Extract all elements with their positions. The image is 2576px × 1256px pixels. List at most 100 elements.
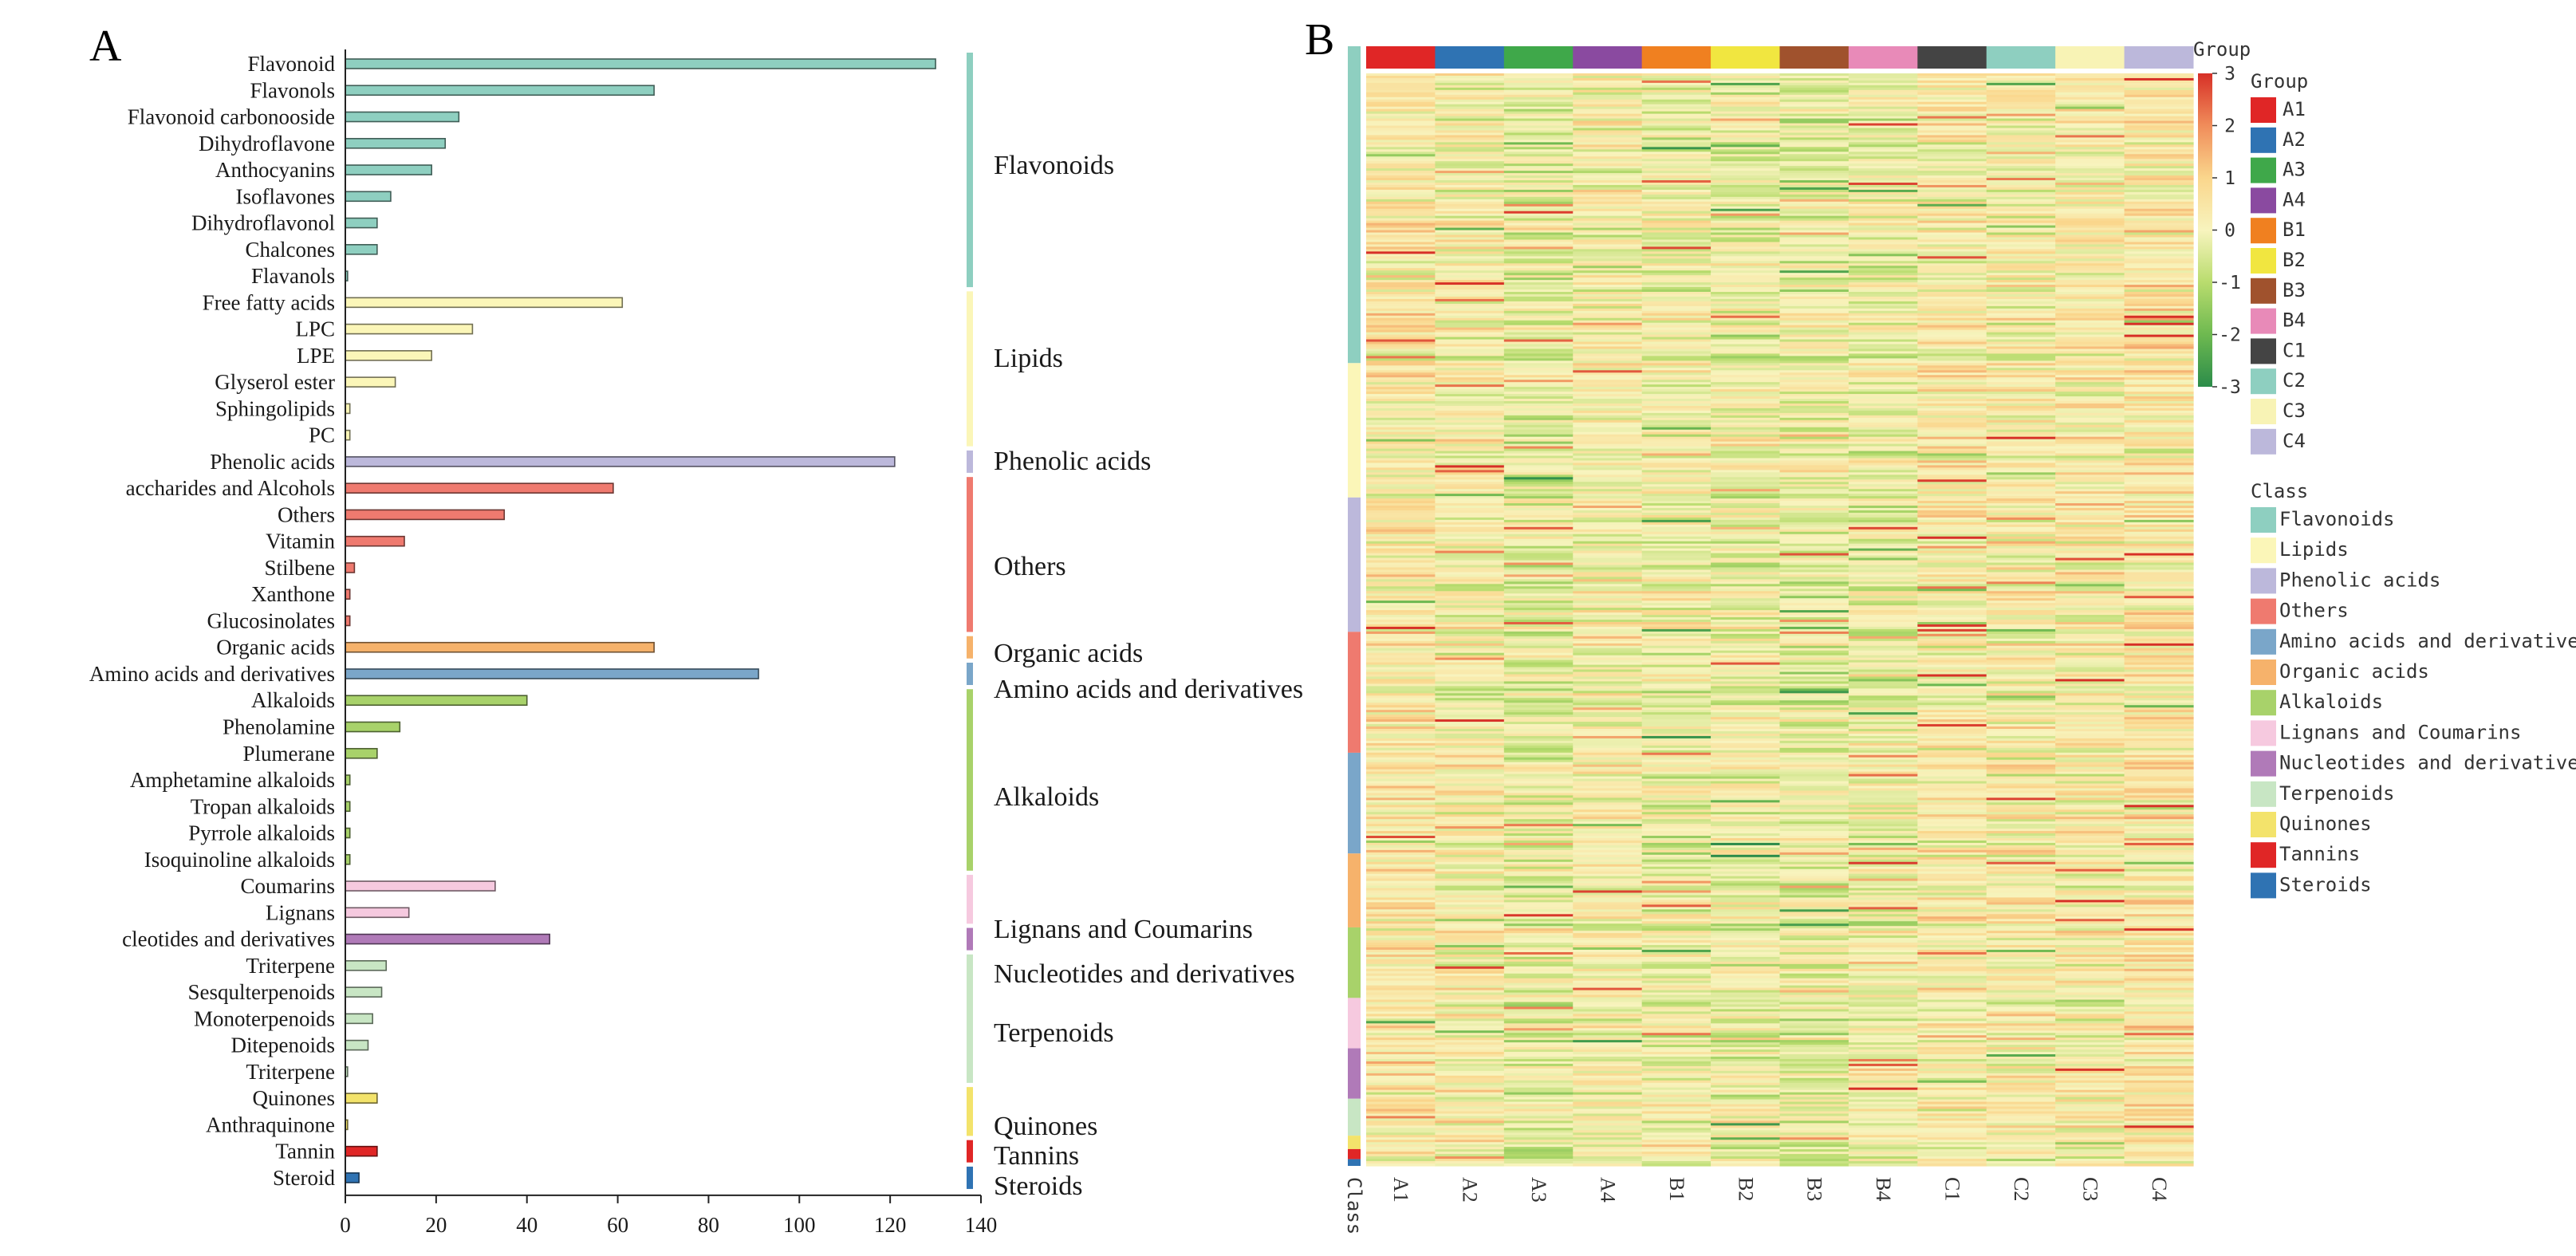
heatmap-cell [1917, 479, 1987, 482]
heatmap-cell [1848, 880, 1918, 884]
heatmap-cell [1779, 895, 1849, 899]
heatmap-cell [1779, 840, 1849, 844]
heatmap-cell [1711, 501, 1781, 504]
heatmap-cell [2124, 926, 2194, 929]
heatmap-cell [1503, 657, 1574, 661]
heatmap-cell [2055, 99, 2125, 103]
heatmap-cell [1779, 130, 1849, 134]
heatmap-cell [1917, 888, 1987, 892]
heatmap-cell [1435, 353, 1505, 357]
heatmap-cell [1711, 674, 1781, 678]
heatmap-cell [1848, 577, 1918, 580]
heatmap-cell [1917, 387, 1987, 390]
heatmap-cell [1435, 178, 1505, 181]
heatmap-cell [1779, 439, 1849, 443]
heatmap-cell [1917, 101, 1987, 105]
heatmap-cell [1917, 795, 1987, 798]
heatmap-cell [1711, 897, 1781, 901]
heatmap-cell [1848, 982, 1918, 986]
heatmap-cell [1573, 337, 1643, 341]
heatmap-cell [2055, 897, 2125, 901]
heatmap-cell [1779, 1021, 1849, 1024]
heatmap-cell [1986, 1004, 2056, 1008]
heatmap-cell [1848, 451, 1918, 455]
heatmap-cell [1641, 337, 1711, 341]
heatmap-cell [1848, 919, 1918, 922]
heatmap-cell [1917, 401, 1987, 404]
heatmap-cell [2055, 947, 2125, 951]
heatmap-cell [1848, 154, 1918, 157]
heatmap-cell [1848, 871, 1918, 875]
heatmap-cell [2055, 320, 2125, 324]
heatmap-cell [1779, 603, 1849, 606]
heatmap-cell [2055, 935, 2125, 939]
heatmap-cell [1503, 287, 1574, 290]
heatmap-cell [1986, 156, 2056, 159]
bar [345, 695, 528, 707]
heatmap-cell [2124, 935, 2194, 939]
heatmap-cell [1366, 633, 1436, 637]
heatmap-cell [1573, 384, 1643, 388]
heatmap-cell [2055, 626, 2125, 630]
heatmap-cell [1848, 358, 1918, 361]
heatmap-cell [2124, 916, 2194, 919]
heatmap-cell [1917, 565, 1987, 569]
heatmap-cell [1848, 484, 1918, 487]
heatmap-cell [1641, 1026, 1711, 1029]
heatmap-cell [2124, 382, 2194, 385]
heatmap-cell [1779, 106, 1849, 110]
heatmap-cell [1779, 615, 1849, 618]
heatmap-cell [1366, 220, 1436, 224]
heatmap-cell [1435, 534, 1505, 537]
heatmap-cell [2124, 477, 2194, 480]
heatmap-cell [1641, 560, 1711, 564]
heatmap-cell [1986, 895, 2056, 899]
heatmap-cell [1779, 116, 1849, 120]
heatmap-cell [1917, 754, 1987, 758]
heatmap-cell [1917, 733, 1987, 737]
heatmap-cell [1986, 171, 2056, 174]
heatmap-cell [1848, 140, 1918, 143]
heatmap-cell [1848, 730, 1918, 734]
heatmap-cell [2055, 873, 2125, 877]
heatmap-cell [2124, 603, 2194, 606]
heatmap-cell [1848, 178, 1918, 181]
heatmap-cell [1641, 612, 1711, 616]
heatmap-cell [2124, 111, 2194, 115]
heatmap-cell [1641, 735, 1711, 739]
heatmap-cell [2055, 790, 2125, 794]
heatmap-cell [1641, 341, 1711, 345]
heatmap-cell [1641, 524, 1711, 528]
heatmap-cell [1917, 724, 1987, 727]
heatmap-cell [1848, 389, 1918, 392]
heatmap-cell [1435, 128, 1505, 132]
heatmap-cell [1573, 161, 1643, 164]
heatmap-cell [1779, 707, 1849, 711]
heatmap-cell [2055, 230, 2125, 234]
heatmap-cell [1573, 631, 1643, 635]
heatmap-cell [1848, 168, 1918, 171]
heatmap-cell [2055, 747, 2125, 751]
heatmap-cell [1986, 280, 2056, 283]
heatmap-cell [2055, 567, 2125, 571]
heatmap-cell [2124, 829, 2194, 832]
heatmap-cell [1711, 529, 1781, 533]
heatmap-cell [1779, 633, 1849, 637]
heatmap-cell [1503, 598, 1574, 601]
heatmap-cell [1779, 838, 1849, 841]
heatmap-cell [1641, 261, 1711, 264]
heatmap-cell [1711, 293, 1781, 297]
heatmap-cell [1435, 370, 1505, 373]
heatmap-cell [1779, 168, 1849, 171]
heatmap-cell [1711, 477, 1781, 480]
heatmap-cell [1366, 422, 1436, 426]
heatmap-cell [1366, 994, 1436, 998]
class-label: Nucleotides and derivatives [994, 959, 1295, 989]
heatmap-cell [1573, 503, 1643, 506]
heatmap-cell [1641, 213, 1711, 217]
heatmap-cell [1641, 809, 1711, 813]
heatmap-cell [1779, 805, 1849, 808]
heatmap-cell [1986, 567, 2056, 571]
heatmap-cell [1435, 676, 1505, 680]
heatmap-cell [1573, 845, 1643, 848]
